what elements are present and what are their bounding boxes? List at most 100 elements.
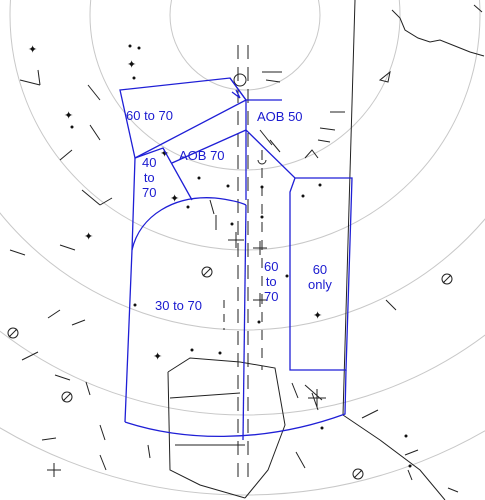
- zone-label-aob50: AOB 50: [257, 109, 303, 124]
- star-icon: ✦: [28, 43, 37, 56]
- circle-slash-icon: [61, 391, 73, 403]
- circle-slash-icon: [233, 73, 247, 87]
- point-markers: [70, 44, 412, 468]
- circle-slash-icon: [441, 273, 453, 285]
- zone-divider: [242, 204, 247, 441]
- dot-icon: [128, 44, 132, 48]
- zone-label-30-to-70: 30 to 70: [155, 298, 202, 313]
- range-ring: [0, 330, 485, 416]
- dot-icon: [190, 348, 194, 352]
- dot-icon: [320, 426, 324, 430]
- terrain-stroke: [59, 149, 73, 161]
- terrain-stroke: [304, 149, 319, 159]
- cross-icon: [308, 389, 326, 407]
- terrain-stroke: [19, 79, 41, 86]
- dot-icon: [260, 185, 264, 189]
- area-outline: [167, 371, 246, 499]
- coastline: [391, 9, 485, 57]
- star-icon: ✦: [153, 350, 162, 363]
- terrain-stroke: [99, 424, 106, 441]
- terrain-stroke: [59, 244, 76, 251]
- terrain-stroke: [447, 487, 459, 493]
- dot-icon: [70, 125, 74, 129]
- terrain-stroke: [21, 351, 39, 361]
- range-ring: [0, 212, 485, 331]
- obstruction-markers: [7, 70, 453, 480]
- terrain-stroke: [385, 299, 397, 311]
- star-icon: ✦: [84, 230, 93, 243]
- dot-icon: [132, 76, 136, 80]
- terrain-stroke: [85, 381, 91, 396]
- zone-label-60-only: 60 only: [308, 262, 332, 292]
- road: [169, 392, 241, 399]
- terrain-stroke: [9, 249, 26, 256]
- dot-icon: [230, 222, 234, 226]
- cross-icon: [253, 241, 267, 255]
- zone-south-edge: [124, 369, 347, 438]
- area-outline: [167, 357, 286, 499]
- terrain-stroke: [87, 84, 101, 101]
- triangle-icon: [378, 70, 391, 83]
- circle-slash-icon: [352, 468, 364, 480]
- zone-label-60-to-70-top: 60 to 70: [126, 108, 173, 123]
- star-icon: ✦: [127, 58, 136, 71]
- terrain-stroke: [37, 69, 41, 86]
- circle-slash-icon: [7, 327, 19, 339]
- dot-icon: [260, 215, 264, 219]
- range-ring: [9, 0, 481, 251]
- dot-icon: [404, 434, 408, 438]
- terrain-stroke: [361, 409, 379, 419]
- dot-icon: [218, 351, 222, 355]
- range-ring: [89, 0, 401, 171]
- terrain-stroke: [209, 199, 215, 215]
- boundary-line: [342, 0, 356, 416]
- zone-60only-outline: [245, 100, 353, 371]
- terrain-stroke: [54, 374, 71, 381]
- terrain-stroke: [41, 437, 57, 441]
- zone-outlines: [119, 77, 353, 441]
- dot-icon: [257, 320, 261, 324]
- terrain-stroke: [311, 392, 319, 411]
- dot-icon: [285, 274, 289, 278]
- cross-icon: [47, 463, 61, 477]
- cross-icon: [228, 232, 244, 248]
- zone-label-aob70: AOB 70: [179, 148, 225, 163]
- star-markers: ✦ ✦ ✦ ✦ ✦ ✦ ✦ ✦: [28, 43, 322, 363]
- star-icon: ✦: [160, 147, 169, 160]
- star-icon: ✦: [170, 192, 179, 205]
- terrain-stroke: [89, 124, 101, 141]
- terrain-stroke: [473, 4, 483, 13]
- boundary-line: [342, 414, 446, 500]
- arc-icon: [257, 159, 267, 165]
- terrain-stroke: [99, 454, 107, 471]
- cross-markers: [47, 232, 326, 477]
- zone-aob70-outline: [171, 129, 247, 164]
- dot-icon: [137, 46, 141, 50]
- star-icon: ✦: [64, 109, 73, 122]
- terrain-stroke: [269, 139, 281, 153]
- zone-label-60-to-70-mid: 60 to 70: [264, 259, 279, 304]
- zone-40to70-outline: [134, 147, 193, 201]
- arrow-icon: [231, 89, 241, 99]
- terrain-stroke: [81, 189, 101, 206]
- dot-icon: [186, 205, 190, 209]
- terrain-stroke: [295, 451, 306, 469]
- dot-icon: [301, 194, 305, 198]
- terrain-stroke: [259, 129, 273, 146]
- dot-icon: [408, 464, 412, 468]
- terrain-stroke: [47, 309, 61, 319]
- terrain-stroke: [265, 79, 281, 83]
- dot-icon: [197, 176, 201, 180]
- star-icon: ✦: [313, 309, 322, 322]
- terrain-stroke: [291, 382, 299, 399]
- zone-label-40-to-70: 40 to 70: [142, 155, 157, 200]
- terrain-stroke: [404, 449, 419, 456]
- terrain-stroke: [407, 469, 413, 481]
- terrain-stroke: [99, 197, 113, 206]
- range-ring: [169, 0, 321, 91]
- dot-icon: [226, 184, 230, 188]
- zone-30to70-arc: [131, 197, 247, 251]
